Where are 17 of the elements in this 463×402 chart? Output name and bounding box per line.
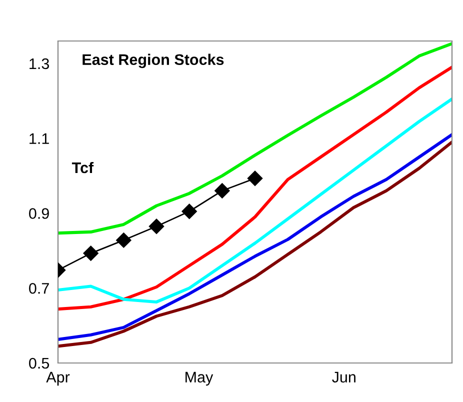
point [214,183,230,198]
y-tick-label: 1.3 [30,58,49,70]
y-tick-label: 0.7 [29,282,49,294]
point [148,218,164,234]
y-tick-label: 0.5 [29,358,50,369]
x-tick-label: Jun [332,372,356,383]
y-axis-title: Tcf [72,162,94,174]
text: East Region Stocks [82,54,224,68]
point [116,232,132,248]
point [247,170,263,186]
y-tick-label: 1.1 [30,133,49,144]
line-series [58,98,452,304]
y-tick-label: 0.9 [29,208,49,219]
x-tick-label: May [186,372,214,386]
point [182,204,197,219]
point [83,246,98,261]
x-tick-label: Apr [46,372,70,386]
